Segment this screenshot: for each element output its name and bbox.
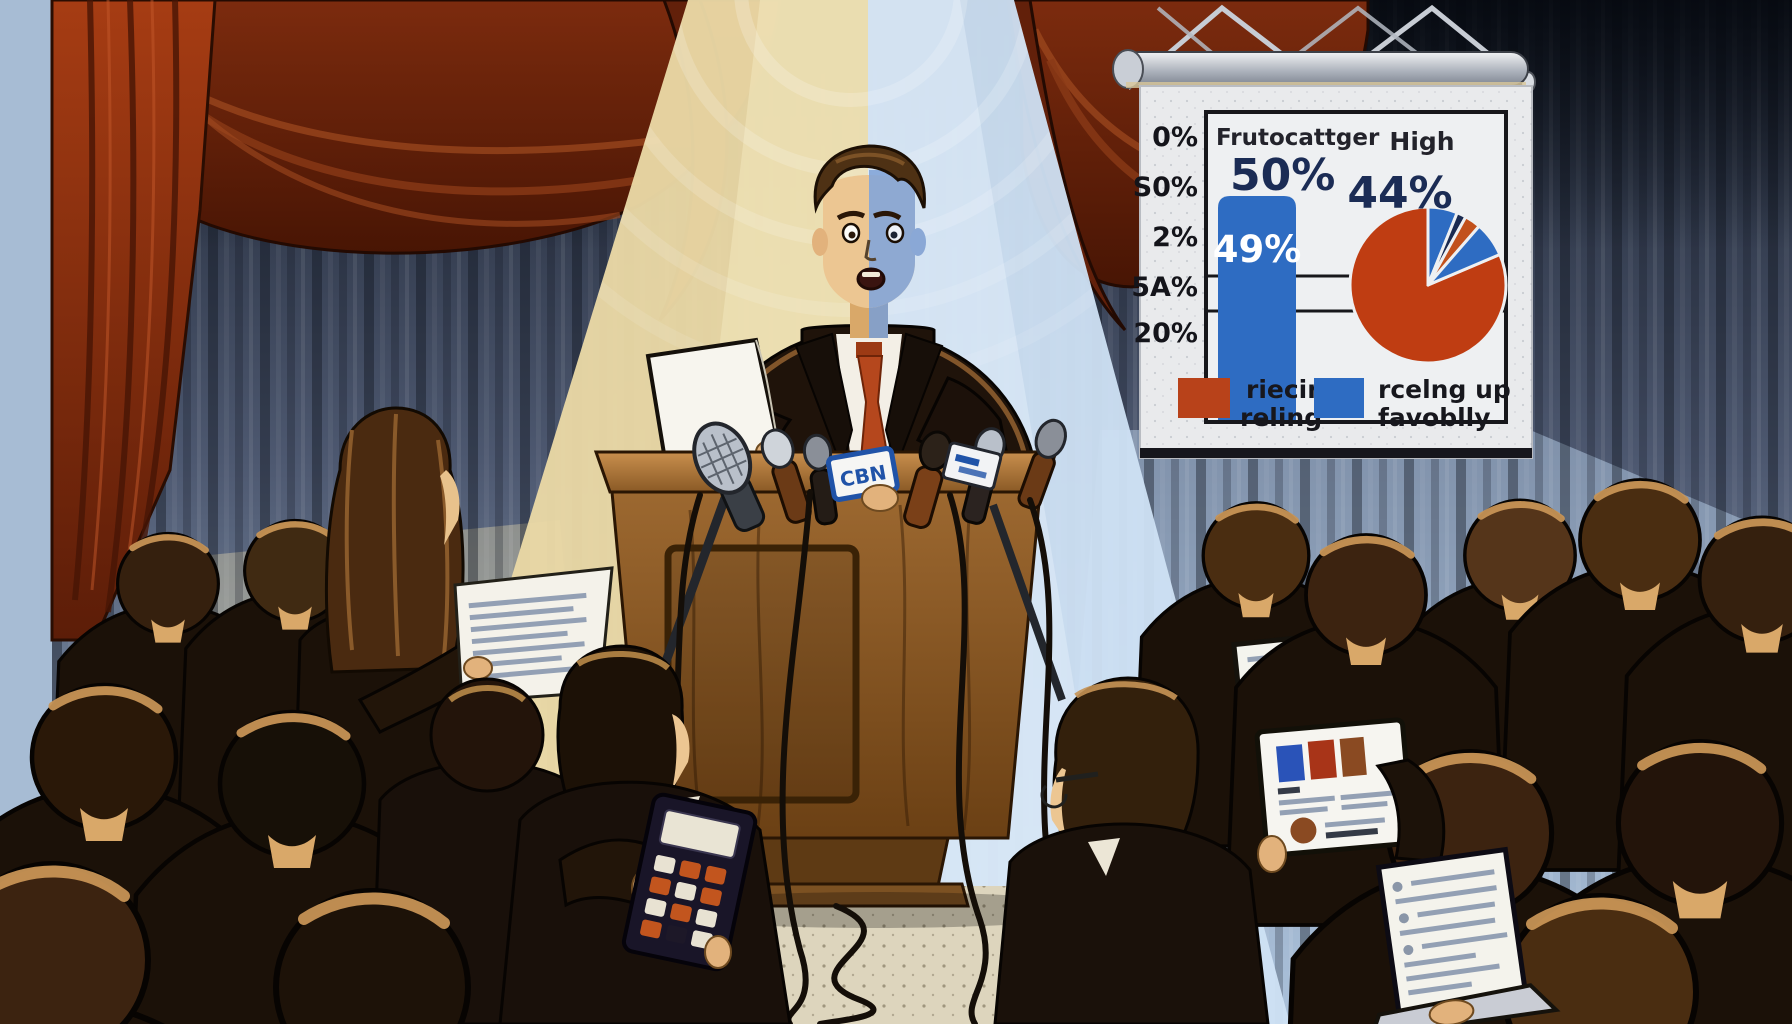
legend-blue-line2: favoblly [1378, 403, 1491, 432]
nose [864, 239, 877, 262]
tie-knot [856, 342, 882, 358]
legend-red-line2: reling [1240, 403, 1322, 432]
microphone-brown [760, 428, 812, 524]
face-profile [440, 470, 460, 545]
audience-member-calculator [498, 644, 792, 1024]
eyebrow-right [873, 210, 902, 221]
hand [1257, 835, 1287, 873]
hand [463, 656, 493, 680]
poster-legend: riecing reling rcelng up favoblly [1178, 375, 1511, 432]
legend-blue-line1: rcelng up [1378, 375, 1511, 404]
calculator [621, 792, 758, 972]
chart-poster: 0% S0% 2% 5A% 20% Frutocattger 50% 49% H… [1112, 4, 1536, 459]
bar-chart-headline: 50% [1230, 150, 1335, 201]
y-tick-0: 0% [1152, 122, 1198, 153]
glasses-icon [1055, 771, 1099, 783]
bar-chart-title: Frutocattger [1216, 125, 1380, 151]
hand [704, 935, 732, 969]
bar [1218, 196, 1296, 420]
audience-left [0, 406, 792, 1024]
calculator-screen [658, 809, 741, 859]
microphone-brown-right [1017, 418, 1067, 510]
audience-right [993, 480, 1792, 1024]
y-tick-1: S0% [1133, 172, 1198, 203]
press-mic-flag-icon [941, 441, 1003, 491]
legend-swatch-blue [1314, 378, 1364, 418]
face-profile [672, 714, 690, 790]
laptop-bottom-right [1369, 846, 1561, 1024]
audience-member-glasses [993, 676, 1270, 1024]
microphone-handheld [903, 430, 953, 529]
microphone-silver-large [692, 421, 766, 533]
poster-pie-chart [1348, 205, 1508, 365]
shirt-collar [1088, 838, 1120, 876]
y-tick-4: 20% [1133, 318, 1198, 349]
y-tick-3: 5A% [1131, 272, 1198, 303]
hand [1428, 999, 1475, 1024]
pie-chart-title: High [1389, 127, 1454, 156]
legend-swatch-red [1178, 378, 1230, 418]
pie-slice-blue-2 [1426, 224, 1502, 287]
bar-value-label: 49% [1213, 228, 1302, 271]
speaker-head [812, 144, 926, 308]
y-tick-2: 2% [1152, 222, 1198, 253]
eyebrow-left [836, 210, 866, 221]
poster-rod [1112, 49, 1529, 89]
pie-chart-headline: 44% [1347, 168, 1452, 219]
hand-right-holding-mic [861, 484, 899, 512]
